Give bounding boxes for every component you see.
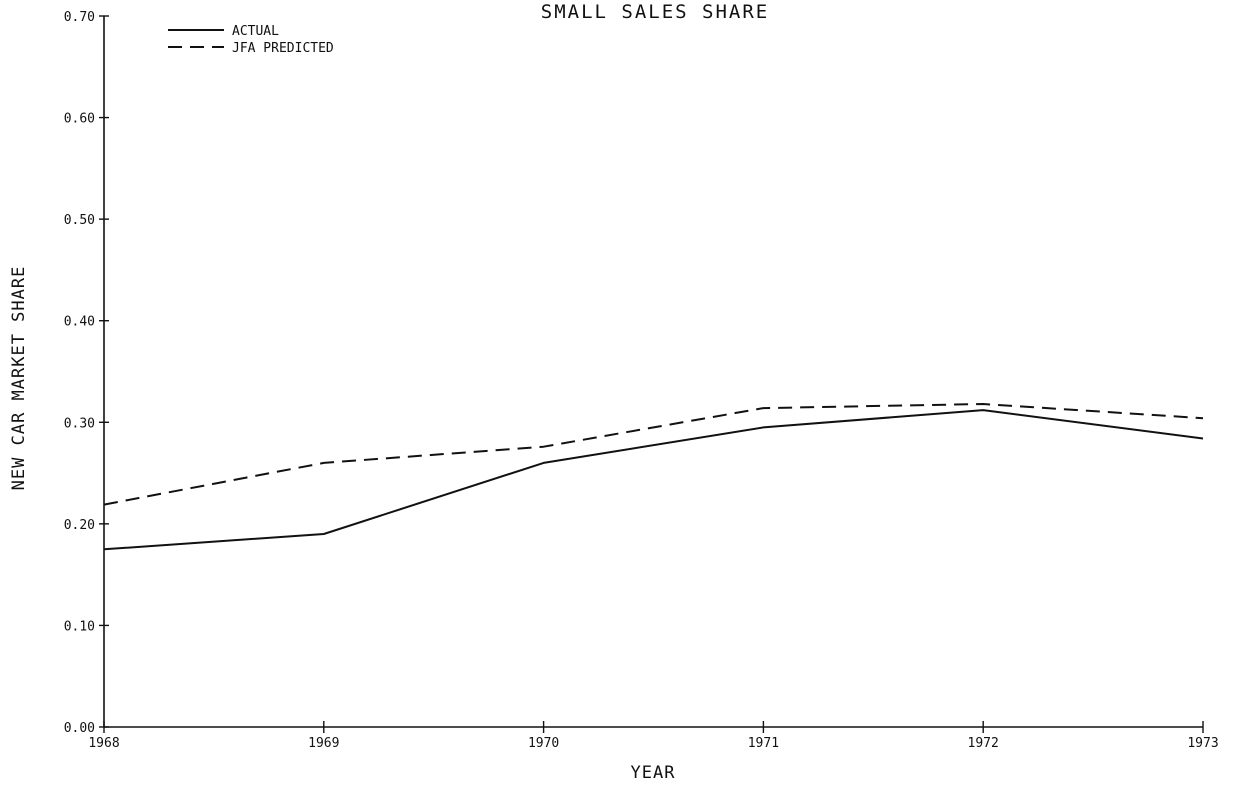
y-tick-label: 0.00 — [64, 721, 95, 736]
y-tick-label: 0.30 — [64, 416, 95, 431]
y-axis-title: NEW CAR MARKET SHARE — [9, 266, 29, 491]
legend: ACTUAL JFA PREDICTED — [168, 24, 334, 56]
series-line-1 — [103, 409, 1204, 551]
legend-label-1: ACTUAL — [232, 24, 279, 39]
y-tick-label: 0.70 — [64, 10, 95, 25]
x-tick-label: 1971 — [748, 736, 779, 751]
x-axis-title: YEAR — [631, 763, 676, 783]
y-tick-label: 0.10 — [64, 619, 95, 634]
series-lines — [103, 403, 1204, 551]
y-tick-label: 0.40 — [64, 315, 95, 330]
x-tick-label: 1973 — [1187, 736, 1218, 751]
y-tick-label: 0.60 — [64, 112, 95, 127]
x-tick-label: 1970 — [528, 736, 559, 751]
axes: 0.00 0.10 0.20 0.30 0.40 0.50 0.60 0.70 1968 1969… — [64, 10, 1219, 751]
x-tick-label: 1972 — [968, 736, 999, 751]
series-line-2 — [103, 403, 1204, 506]
x-tick-label: 1969 — [308, 736, 339, 751]
legend-label-2: JFA PREDICTED — [232, 41, 334, 56]
chart-title: SMALL SALES SHARE — [541, 1, 769, 23]
y-tick-label: 0.50 — [64, 213, 95, 228]
x-tick-label: 1968 — [88, 736, 119, 751]
y-tick-label: 0.20 — [64, 518, 95, 533]
